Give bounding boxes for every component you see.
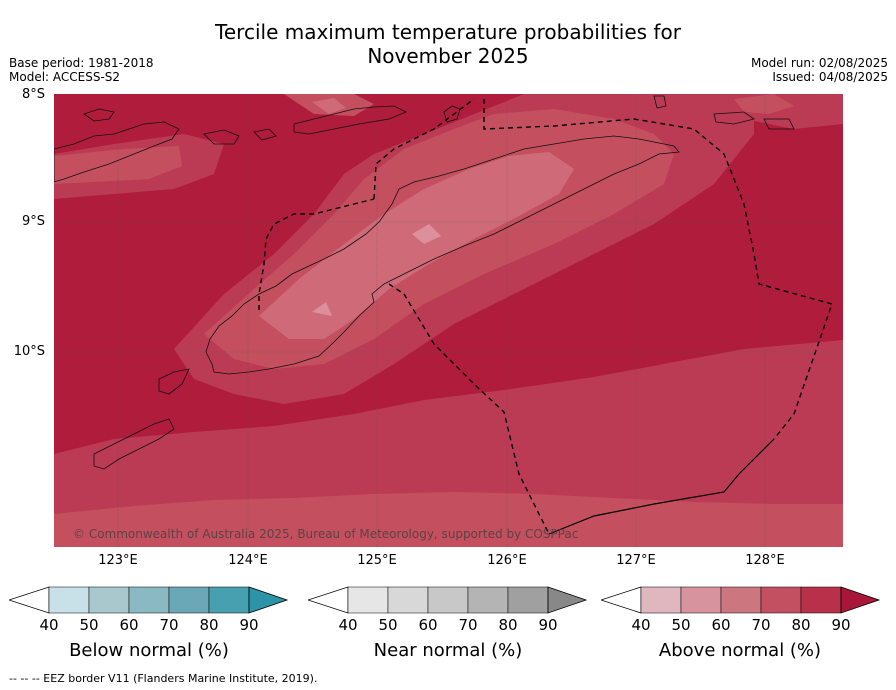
colorbar-near-label: Near normal (%) <box>373 640 523 661</box>
colorbar-above-label: Above normal (%) <box>658 640 822 661</box>
colorbar-tick: 50 <box>79 616 99 634</box>
coastlines <box>54 95 795 470</box>
lat-label-9s: 9°S <box>21 214 45 229</box>
lon-label-125e: 125°E <box>357 553 397 568</box>
colorbar-tick: 70 <box>751 616 771 634</box>
colorbar-near-swatches <box>306 586 588 614</box>
colorbar-tick: 40 <box>631 616 651 634</box>
eez-border-solid <box>548 438 775 535</box>
colorbar-tick: 80 <box>791 616 811 634</box>
colorbar-tick: 70 <box>159 616 179 634</box>
colorbar-tick: 50 <box>671 616 691 634</box>
lat-label-10s: 10°S <box>13 344 45 359</box>
alor-coastline <box>54 121 180 183</box>
lon-label-127e: 127°E <box>616 553 656 568</box>
colorbar-tick: 80 <box>498 616 518 634</box>
island-coastline <box>653 95 667 109</box>
title-line-2: November 2025 <box>367 44 529 68</box>
island-coastline <box>713 111 755 125</box>
island-coastline <box>203 129 240 145</box>
colorbar-above-swatches <box>599 586 881 614</box>
eez-border <box>258 98 833 535</box>
colorbar-below-normal: 40 50 60 70 80 90 <box>7 586 289 634</box>
colorbar-tick: 90 <box>239 616 259 634</box>
colorbar-tick: 60 <box>119 616 139 634</box>
colorbar-tick: 50 <box>378 616 398 634</box>
lon-label-126e: 126°E <box>487 553 527 568</box>
colorbar-above-normal: 40 50 60 70 80 90 <box>599 586 881 634</box>
model-text: Model: ACCESS-S2 <box>9 70 121 84</box>
base-period-text: Base period: 1981-2018 <box>9 56 154 70</box>
prob-fill-80 <box>54 340 843 547</box>
timor-coastline <box>205 135 680 375</box>
copyright-text: © Commonwealth of Australia 2025, Bureau… <box>73 527 579 541</box>
colorbar-tick: 80 <box>199 616 219 634</box>
eez-footnote: -- -- -- EEZ border V11 (Flanders Marine… <box>9 672 318 685</box>
savu-coastline <box>93 418 175 470</box>
title-line-1: Tercile maximum temperature probabilitie… <box>215 20 681 44</box>
island-coastline <box>253 128 277 141</box>
colorbar-tick: 60 <box>418 616 438 634</box>
issued-text: Issued: 04/08/2025 <box>772 70 888 84</box>
model-run-text: Model run: 02/08/2025 <box>750 56 888 70</box>
colorbar-below-label: Below normal (%) <box>69 640 229 661</box>
colorbar-tick: 60 <box>711 616 731 634</box>
prob-fill-50 <box>312 302 332 316</box>
colorbar-tick: 40 <box>338 616 358 634</box>
lon-label-124e: 124°E <box>228 553 268 568</box>
graticule <box>54 94 843 547</box>
rote-coastline <box>158 368 190 395</box>
lat-label-8s: 8°S <box>21 87 45 102</box>
prob-fill-60 <box>259 152 574 339</box>
run-info: Model run: 02/08/2025 Issued: 04/08/2025 <box>751 56 888 84</box>
colorbar-below-swatches <box>7 586 289 614</box>
colorbar-tick: 70 <box>458 616 478 634</box>
colorbar-tick: 40 <box>39 616 59 634</box>
prob-fill-70 <box>734 94 794 114</box>
wetar-coastline <box>293 105 407 135</box>
probability-map <box>54 94 843 547</box>
prob-fill-50 <box>412 224 441 244</box>
lon-label-123e: 123°E <box>98 553 138 568</box>
colorbar-near-normal: 40 50 60 70 80 90 <box>306 586 588 634</box>
island-coastline <box>83 108 115 122</box>
lon-label-128e: 128°E <box>745 553 785 568</box>
chart-title: Tercile maximum temperature probabilitie… <box>0 20 896 68</box>
colorbar-tick: 90 <box>538 616 558 634</box>
prob-fill-60 <box>312 98 346 114</box>
colorbar-tick: 90 <box>831 616 851 634</box>
model-info: Base period: 1981-2018 Model: ACCESS-S2 <box>9 56 154 84</box>
island-coastline <box>763 118 795 130</box>
